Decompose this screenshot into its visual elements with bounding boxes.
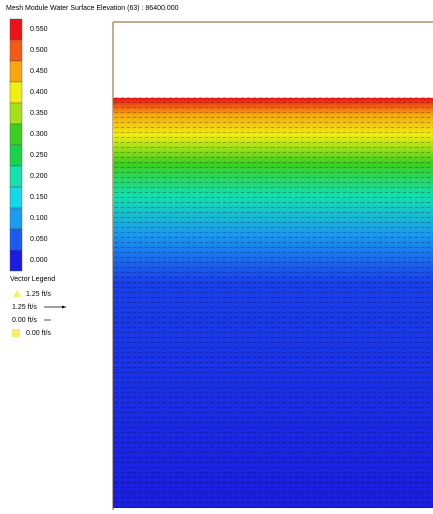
legend-label: 0.500 — [30, 47, 48, 54]
legend-label: 0.100 — [30, 215, 48, 222]
legend-swatch — [9, 39, 23, 62]
mesh-plot — [112, 21, 433, 510]
max-arrow-label: 1.25 ft/s — [12, 304, 37, 311]
legend-label: 0.000 — [30, 257, 48, 264]
legend-swatch — [9, 144, 23, 167]
legend-swatch — [9, 18, 23, 41]
min-arrow-label: 0.00 ft/s — [12, 317, 37, 324]
legend-swatch — [9, 165, 23, 188]
legend-swatch — [9, 123, 23, 146]
legend-swatch — [9, 186, 23, 209]
legend-swatch — [9, 228, 23, 251]
max-marker-label: 1.25 ft/s — [26, 291, 51, 298]
velocity-vectors — [113, 94, 433, 510]
legend-label: 0.200 — [30, 173, 48, 180]
legend-swatch — [9, 249, 23, 272]
legend-label: 0.350 — [30, 110, 48, 117]
legend-label: 0.450 — [30, 68, 48, 75]
vector-legend-title: Vector Legend — [10, 276, 55, 283]
min-marker-icon — [12, 329, 20, 337]
legend-label: 0.400 — [30, 89, 48, 96]
legend-swatch — [9, 102, 23, 125]
legend-label: 0.300 — [30, 131, 48, 138]
legend-label: 0.250 — [30, 152, 48, 159]
max-arrow-head — [62, 305, 66, 309]
max-marker-icon — [13, 290, 21, 297]
legend-swatch — [9, 81, 23, 104]
legend-label: 0.150 — [30, 194, 48, 201]
legend-swatch — [9, 207, 23, 230]
legend-label: 0.550 — [30, 26, 48, 33]
color-legend: 0.550 0.500 0.450 0.400 0.350 0.300 0.250 0.200… — [9, 18, 48, 272]
legend-swatch — [9, 60, 23, 83]
title: Mesh Module Water Surface Elevation (63)… — [6, 5, 179, 12]
min-marker-label: 0.00 ft/s — [26, 330, 51, 337]
legend-label: 0.050 — [30, 236, 48, 243]
